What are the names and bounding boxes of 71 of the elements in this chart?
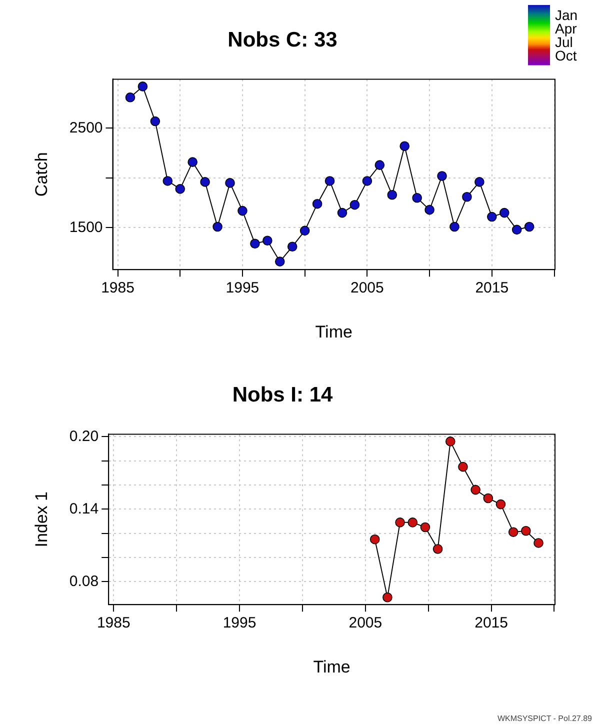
x-tick-label: 1995 <box>222 614 256 632</box>
point <box>324 176 335 186</box>
point <box>474 177 484 187</box>
color-bar-label: Jul <box>555 34 573 50</box>
point <box>175 184 186 194</box>
point <box>225 178 235 188</box>
color-bar-label: Oct <box>555 48 577 64</box>
point <box>499 208 510 218</box>
chart-title: Nobs I: 14 <box>232 383 333 406</box>
point <box>420 522 430 532</box>
point <box>524 222 534 232</box>
point <box>162 176 173 186</box>
point <box>337 208 348 218</box>
point <box>350 200 360 210</box>
point <box>424 204 434 215</box>
y-tick-label: 0.14 <box>69 500 99 518</box>
point <box>496 499 506 510</box>
y-axis-title: Catch <box>32 152 51 197</box>
x-tick-label: 2005 <box>348 614 382 632</box>
point <box>274 256 285 266</box>
point <box>445 436 456 446</box>
point <box>150 116 160 126</box>
point <box>508 527 518 537</box>
point <box>450 222 460 232</box>
point <box>212 222 222 232</box>
point <box>412 192 422 203</box>
y-tick-label: 1500 <box>69 218 103 236</box>
point <box>534 538 544 548</box>
point <box>138 82 148 92</box>
point <box>312 198 322 209</box>
x-axis-title: Time <box>313 657 350 676</box>
point <box>125 92 136 102</box>
y-axis-title: Index 1 <box>32 492 51 548</box>
point <box>408 518 418 528</box>
text: WKMSYSPICT - Pol.27.89 <box>497 714 592 723</box>
y-tick-label: 0.20 <box>69 428 99 445</box>
y-tick-label: 2500 <box>69 119 103 136</box>
point <box>370 534 380 544</box>
point <box>387 190 398 200</box>
point <box>432 544 443 554</box>
point <box>395 518 405 528</box>
point <box>362 176 372 186</box>
x-tick-label: 1985 <box>101 280 134 297</box>
point <box>250 238 260 249</box>
point <box>262 236 272 246</box>
point <box>521 526 531 536</box>
point <box>188 157 198 167</box>
point <box>200 177 210 187</box>
point <box>470 484 480 495</box>
x-tick-label: 1995 <box>226 280 260 297</box>
x-tick-label: 2015 <box>475 280 509 297</box>
chart-title: Nobs C: 33 <box>228 28 338 52</box>
point <box>512 224 522 235</box>
x-tick-label: 2015 <box>474 614 508 632</box>
point <box>458 462 468 472</box>
color-bar-label: Apr <box>555 20 578 36</box>
point <box>287 242 298 252</box>
x-axis-title: Time <box>315 322 352 342</box>
y-tick-label: 0.08 <box>69 572 99 590</box>
x-tick-label: 2005 <box>350 280 384 297</box>
point <box>382 592 392 602</box>
color-bar-label: Jan <box>555 6 578 23</box>
point <box>300 226 310 236</box>
point <box>483 493 494 504</box>
point <box>374 160 385 170</box>
point <box>400 141 410 152</box>
point <box>437 171 447 181</box>
point <box>486 212 497 222</box>
x-tick-label: 1985 <box>96 614 130 632</box>
point <box>462 192 472 202</box>
point <box>238 206 248 216</box>
